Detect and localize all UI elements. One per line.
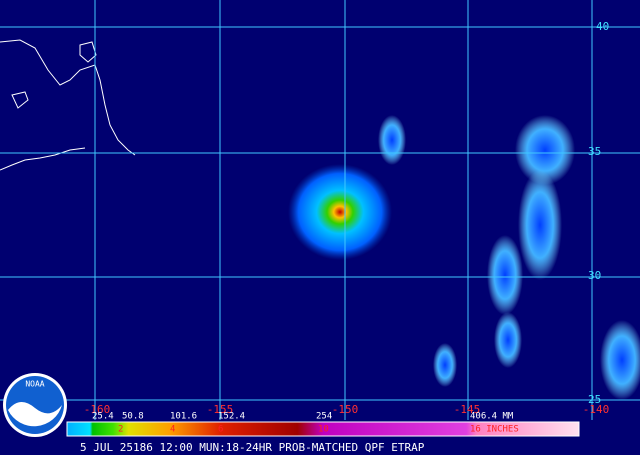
mm-label: 254 <box>316 412 332 422</box>
inch-label: 16 INCHES <box>470 425 519 435</box>
latitude-label: 35 <box>588 145 601 158</box>
mm-label: 406.4 MM <box>470 412 514 422</box>
mm-label: 152.4 <box>218 412 245 422</box>
mm-label: 50.8 <box>122 412 144 422</box>
inch-label: 2 <box>118 425 123 435</box>
latitude-label: 40 <box>596 20 609 33</box>
precipitation <box>288 115 640 400</box>
mm-label: 101.6 <box>170 412 197 422</box>
longitude-label: -150 <box>332 403 359 416</box>
latitude-label: 30 <box>588 269 601 282</box>
coastline <box>0 39 136 171</box>
noaa-logo: NOAA <box>3 373 67 437</box>
inch-label: 10 <box>318 425 329 435</box>
logo-text: NOAA <box>25 380 44 389</box>
latitude-label: 25 <box>588 393 601 406</box>
inch-label: 6 <box>218 425 223 435</box>
caption: 5 JUL 25186 12:00 MUN:18-24HR PROB-MATCH… <box>80 441 425 454</box>
inch-label: 4 <box>170 425 175 435</box>
longitude-label: -160 <box>84 403 111 416</box>
mm-label: 25.4 <box>92 412 114 422</box>
color-bar <box>66 421 580 437</box>
longitude-label: -140 <box>583 403 610 416</box>
graticule <box>0 0 640 420</box>
longitude-label: -155 <box>207 403 234 416</box>
longitude-label: -145 <box>454 403 481 416</box>
